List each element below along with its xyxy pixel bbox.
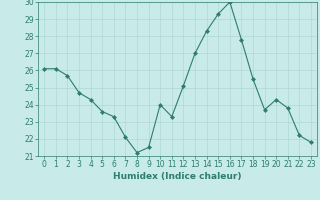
- X-axis label: Humidex (Indice chaleur): Humidex (Indice chaleur): [113, 172, 242, 181]
